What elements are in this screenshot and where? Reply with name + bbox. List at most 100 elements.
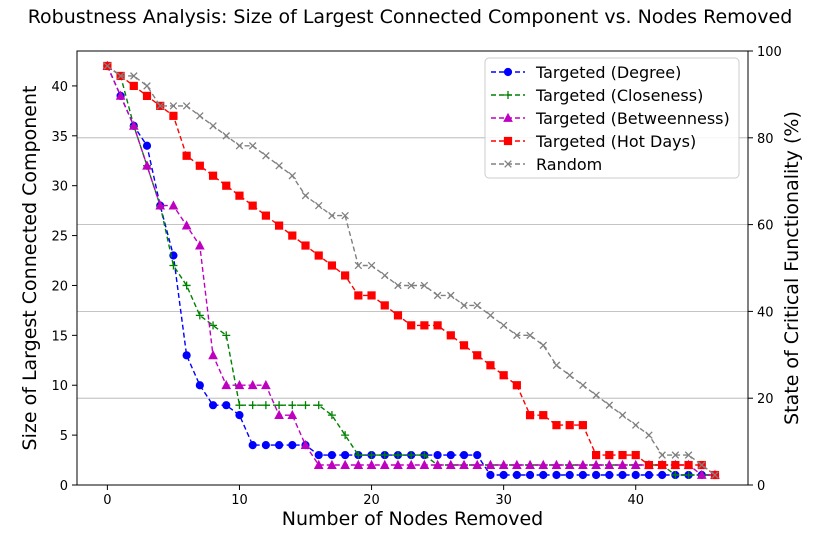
y-tick-label: 20 — [51, 279, 68, 294]
series-random — [103, 62, 719, 479]
data-point — [592, 470, 601, 480]
data-point — [499, 470, 508, 480]
data-point — [195, 311, 204, 320]
data-point — [684, 471, 693, 480]
data-point — [605, 401, 614, 409]
data-point — [222, 132, 231, 140]
data-point — [354, 451, 363, 460]
data-point — [578, 421, 587, 430]
data-point — [287, 409, 298, 420]
data-point — [274, 221, 284, 230]
data-point — [644, 470, 654, 480]
data-point — [327, 459, 337, 469]
data-point — [274, 409, 284, 420]
x-axis-label: Number of Nodes Removed — [282, 508, 543, 530]
data-point — [459, 450, 469, 460]
data-point — [552, 361, 561, 370]
data-point — [314, 201, 323, 210]
data-point — [631, 470, 640, 480]
data-point — [235, 191, 244, 200]
data-point — [473, 301, 481, 310]
data-point — [671, 471, 680, 480]
data-point — [696, 469, 707, 479]
data-point — [169, 111, 178, 120]
data-point — [460, 301, 468, 310]
data-point — [591, 459, 601, 469]
data-point — [195, 381, 204, 390]
data-point — [116, 72, 125, 80]
legend-item: Targeted (Betweenness) — [491, 109, 730, 128]
data-point — [130, 72, 138, 80]
data-point — [222, 331, 231, 340]
data-point — [485, 459, 496, 469]
data-point — [235, 142, 244, 150]
data-point — [261, 401, 270, 410]
data-point — [406, 459, 417, 469]
legend-label: Targeted (Closeness) — [535, 86, 703, 105]
data-point — [539, 341, 548, 350]
data-point — [565, 371, 574, 380]
data-point — [578, 470, 587, 480]
data-point — [565, 470, 574, 480]
data-point — [221, 379, 232, 390]
data-point — [381, 271, 389, 280]
x-tick-label: 30 — [495, 493, 512, 508]
data-point — [208, 401, 218, 410]
data-point — [327, 450, 337, 460]
data-point — [314, 251, 323, 260]
data-point — [380, 451, 389, 460]
series-layer — [102, 60, 720, 480]
data-point — [169, 102, 178, 110]
data-point — [698, 461, 706, 469]
legend: Targeted (Degree) Targeted (Closeness) Tar… — [484, 57, 740, 179]
data-point — [658, 470, 667, 480]
data-point — [526, 331, 534, 340]
data-point — [328, 211, 336, 220]
data-point — [288, 401, 297, 410]
series-line — [106, 65, 716, 476]
data-point — [499, 371, 508, 380]
y2-axis: 0 20 40 60 80 100 — [748, 45, 782, 494]
data-point — [247, 379, 258, 390]
data-point — [261, 379, 271, 390]
data-point — [604, 459, 615, 469]
data-point — [235, 401, 244, 410]
data-point — [420, 281, 429, 290]
data-point — [208, 171, 218, 180]
data-point — [446, 331, 455, 340]
data-point — [671, 451, 680, 459]
data-point — [618, 450, 627, 460]
legend-marker — [503, 67, 513, 77]
data-point — [142, 141, 152, 150]
data-point — [394, 281, 402, 290]
data-point — [684, 451, 693, 459]
y2-tick-label: 0 — [757, 479, 765, 494]
data-point — [300, 439, 311, 449]
data-point — [658, 451, 666, 459]
data-point — [143, 82, 151, 90]
data-point — [592, 450, 601, 460]
data-point — [156, 102, 164, 110]
y-tick-label: 25 — [51, 230, 68, 245]
legend-marker — [504, 91, 512, 99]
data-point — [182, 102, 191, 110]
data-point — [366, 459, 377, 469]
chart-title: Robustness Analysis: Size of Largest Con… — [28, 6, 793, 28]
data-point — [420, 451, 429, 460]
legend-item: Targeted (Hot Days) — [491, 132, 696, 151]
data-point — [222, 181, 231, 190]
data-point — [486, 311, 495, 320]
data-point — [182, 351, 191, 360]
data-point — [182, 151, 191, 160]
data-point — [592, 391, 600, 399]
data-point — [353, 459, 364, 469]
data-point — [275, 161, 283, 170]
data-point — [181, 220, 192, 230]
legend-label: Targeted (Betweenness) — [535, 109, 730, 128]
data-point — [142, 160, 152, 170]
data-point — [551, 459, 562, 469]
data-point — [472, 459, 483, 469]
y-axis: 0 5 10 15 20 25 30 35 40 — [51, 80, 77, 494]
data-point — [539, 411, 548, 420]
data-point — [341, 271, 350, 280]
